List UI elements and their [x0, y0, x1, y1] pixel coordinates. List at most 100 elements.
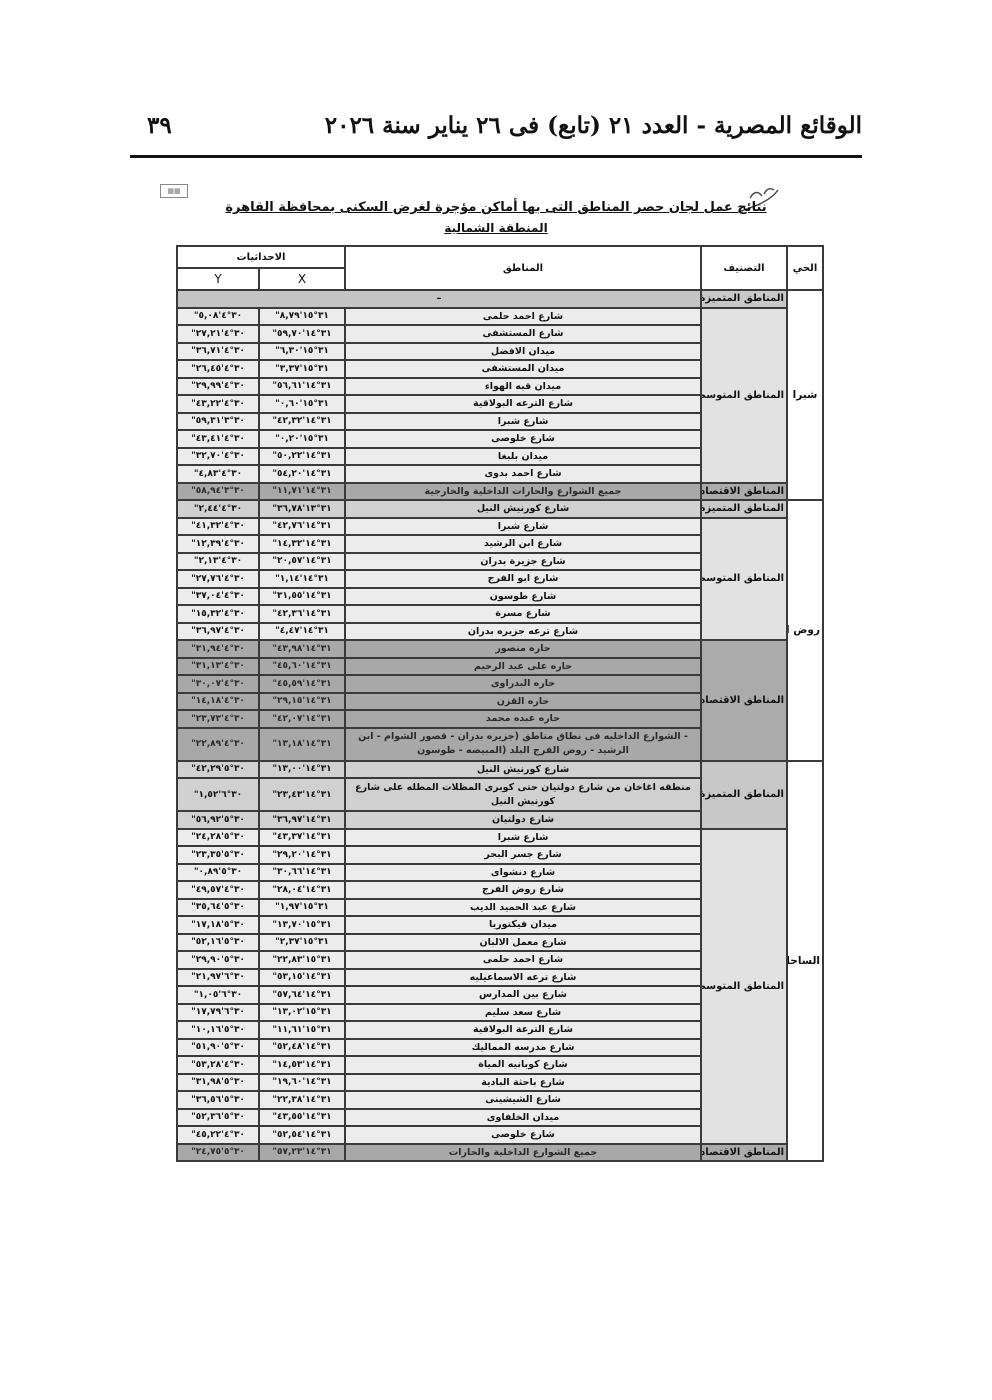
y-coordinate-cell: ٣٠°٦'١٧,٧٩" — [176, 1002, 260, 1022]
y-coordinate-cell: ٣٠°٤'٣٦,٩٧" — [176, 621, 260, 641]
area-name-cell: شارع جزيرة بدران — [344, 551, 702, 571]
y-coordinate-cell: ٣٠°٥'٣٥,٦٤" — [176, 897, 260, 917]
area-name-cell: شارع روض الفرج — [344, 880, 702, 900]
header-y: Y — [176, 267, 260, 291]
header-x: X — [258, 267, 346, 291]
table-row: شارع الشيشينى ٣١°١٤'٢٢,٣٨" ٣٠°٥'٣٦,٥٦" — [176, 1090, 823, 1110]
x-coordinate-cell: ٣١°١٤'٤٥,٦٠" — [258, 656, 346, 676]
classification-cell: المناطق المتوسطة — [700, 827, 788, 1145]
y-coordinate-cell: ٣٠°٤'١٢,٣٩" — [176, 534, 260, 554]
y-coordinate-cell: ٣٠°٤'٢٣,٧٣" — [176, 709, 260, 729]
y-coordinate-cell: ٣٠°٥'٥٢,٣٦" — [176, 1107, 260, 1127]
signature-icon — [737, 187, 779, 213]
x-coordinate-cell: ٣١°١٤'٤٣,٣٧" — [258, 827, 346, 847]
y-coordinate-cell: ٣٠°٤'٢,٤٤" — [176, 499, 260, 519]
area-name-cell: جميع الشوارع الداخلية والحارات — [344, 1142, 702, 1162]
y-coordinate-cell: ٣٠°٤'٣٢,٧٠" — [176, 446, 260, 466]
table-row: شارع كوبانيه المياة ٣١°١٤'١٤,٥٣" ٣٠°٤'٥٣,٢… — [176, 1055, 823, 1075]
y-coordinate-cell: ٣٠°٥'٣٦,٥٦" — [176, 1090, 260, 1110]
area-name-cell: شارع احمد بدوى — [344, 464, 702, 484]
y-coordinate-cell: ٣٠°٥'٣١,٩٨" — [176, 1072, 260, 1092]
area-name-cell: شارع طوسون — [344, 586, 702, 606]
x-coordinate-cell: ٣١°١٤'٢٢,٣٨" — [258, 1090, 346, 1110]
x-coordinate-cell: ٣١°١٥'٣,٣٧" — [258, 359, 346, 379]
y-coordinate-cell: ٣٠°٤'١٥,٣٢" — [176, 604, 260, 624]
area-name-cell: ميدان فيكتوريا — [344, 915, 702, 935]
x-coordinate-cell: ٣١°١٤'٥٦,٦١" — [258, 376, 346, 396]
area-name-cell: شارع كورنيش النيل — [344, 499, 702, 519]
area-name-cell: جميع الشوارع والحارات الداخلية والخارجية — [344, 481, 702, 501]
area-name-cell: منطقه اغاخان من شارع دولتيان حتى كوبرى ا… — [344, 777, 702, 812]
classification-cell: المناطق المتميزة — [700, 499, 788, 519]
y-coordinate-cell: ٣٠°٤'٢٢,٨٩" — [176, 726, 260, 762]
table-row: - الشوارع الداخليه فى نطاق مناطق (جزيره … — [176, 726, 823, 762]
area-name-cell: شارع خلوصى — [344, 1125, 702, 1145]
area-name-cell: شارع الترعه البولاقية — [344, 394, 702, 414]
area-name-cell: شارع شبرا — [344, 411, 702, 431]
stamp-icon: ▦▦ — [160, 184, 188, 198]
areas-table: الحي التصنيف المناطق الاحداثيات X Y شبرا… — [176, 245, 824, 1162]
x-coordinate-cell: ٣١°١٤'٣١,٥٥" — [258, 586, 346, 606]
x-coordinate-cell: ٣١°١٤'٤٣,٥٥" — [258, 1107, 346, 1127]
table-row: شارع خلوصى ٣١°١٤'٥٢,٥٤" ٣٠°٤'٤٥,٢٢" — [176, 1125, 823, 1145]
area-name-cell: شارع ابن الرشيد — [344, 534, 702, 554]
y-coordinate-cell: ٣٠°٥'١٧,١٨" — [176, 915, 260, 935]
area-name-cell: شارع احمد حلمى — [344, 306, 702, 326]
x-coordinate-cell: ٣١°١٥'٢,٣٧" — [258, 932, 346, 952]
x-coordinate-cell: ٣١°١٤'٢٣,٤٣" — [258, 777, 346, 812]
header-areas: المناطق — [344, 245, 702, 291]
area-name-cell: شارع الترعة البولاقية — [344, 1020, 702, 1040]
y-coordinate-cell: ٣٠°٤'٣٧,٠٤" — [176, 586, 260, 606]
y-coordinate-cell: ٣٠°٤'٤٩,٥٧" — [176, 880, 260, 900]
y-coordinate-cell: ٣٠°٤'٢٩,٩٩" — [176, 376, 260, 396]
y-coordinate-cell: ٣٠°٥'١٠,١٦" — [176, 1020, 260, 1040]
area-name-cell: شارع ابو الفرج — [344, 569, 702, 589]
table-row: شارع مسرة ٣١°١٤'٤٢,٣٦" ٣٠°٤'١٥,٣٢" — [176, 604, 823, 624]
y-coordinate-cell: ٣٠°٦'١,٠٥" — [176, 985, 260, 1005]
area-name-cell: شارع دولتيان — [344, 810, 702, 830]
area-name-cell: ميدان المستشفى — [344, 359, 702, 379]
table-row: شارع دنشواى ٣١°١٤'٣٠,٦٦" ٣٠°٥'٠,٨٩" — [176, 862, 823, 882]
area-name-cell: شارع سعد سليم — [344, 1002, 702, 1022]
area-name-cell: شارع احمد حلمى — [344, 950, 702, 970]
classification-cell: المناطق الاقتصادية — [700, 639, 788, 762]
classification-cell: المناطق المتوسطة — [700, 516, 788, 641]
x-coordinate-cell: ٣١°١٤'١٣,١٨" — [258, 726, 346, 762]
table-row: شارع مدرسه المماليك ٣١°١٤'٥٢,٤٨" ٣٠°٥'٥١,٩… — [176, 1037, 823, 1057]
area-name-cell: شارع معمل الالبان — [344, 932, 702, 952]
y-coordinate-cell: ٣٠°٣'٥٩,٣١" — [176, 411, 260, 431]
table-row: شارع روض الفرج ٣١°١٤'٢٨,٠٤" ٣٠°٤'٤٩,٥٧" — [176, 880, 823, 900]
page-number: ٣٩ — [147, 112, 172, 139]
y-coordinate-cell: ٣٠°٤'٢,١٣" — [176, 551, 260, 571]
table-row: شارع بين المدارس ٣١°١٤'٥٧,٦٤" ٣٠°٦'١,٠٥" — [176, 985, 823, 1005]
y-coordinate-cell: ٣٠°٤'٣١,٩٤" — [176, 639, 260, 659]
document-title: نتائج عمل لجان حصر المناطق التى بها أماك… — [225, 200, 767, 215]
y-coordinate-cell: ٣٠°٥'٥١,٩٠" — [176, 1037, 260, 1057]
table-row: المناطق الاقتصاديةجميع الشوارع الداخلية … — [176, 1142, 823, 1162]
district-cell: روض الفرج — [786, 499, 824, 762]
x-coordinate-cell: ٣١°١٤'٣٠,٦٦" — [258, 862, 346, 882]
x-coordinate-cell: ٣١°١٤'٥٢,٥٤" — [258, 1125, 346, 1145]
x-coordinate-cell: ٣١°١٤'٤٥,٥٩" — [258, 674, 346, 694]
x-coordinate-cell: ٣١°١٤'١٩,٦٠" — [258, 1072, 346, 1092]
table-row: شارع سعد سليم ٣١°١٥'١٣,٠٢" ٣٠°٦'١٧,٧٩" — [176, 1002, 823, 1022]
area-name-cell: حاره على عبد الرحيم — [344, 656, 702, 676]
table-row: شارع باحثة البادية ٣١°١٤'١٩,٦٠" ٣٠°٥'٣١,٩٨… — [176, 1072, 823, 1092]
y-coordinate-cell: ٣٠°٤'٣١,١٣" — [176, 656, 260, 676]
table-row: شارع جزيرة بدران ٣١°١٤'٢٠,٥٧" ٣٠°٤'٢,١٣" — [176, 551, 823, 571]
area-name-cell: ميدان قبه الهواء — [344, 376, 702, 396]
x-coordinate-cell: ٣١°١٤'٢٩,١٥" — [258, 691, 346, 711]
page-header-publication: الوقائع المصرية - العدد ٢١ (تابع) فى ٢٦ … — [324, 112, 862, 139]
area-name-cell: ميدان بلبغا — [344, 446, 702, 466]
area-name-cell: شارع كورنيش النيل — [344, 759, 702, 779]
table-row: شارع طوسون ٣١°١٤'٣١,٥٥" ٣٠°٤'٣٧,٠٤" — [176, 586, 823, 606]
y-coordinate-cell: ٣٠°٤'٤٣,٤١" — [176, 429, 260, 449]
table-row: شارع ابو الفرج ٣١°١٤'١,١٤" ٣٠°٤'٢٧,٧٦" — [176, 569, 823, 589]
x-coordinate-cell: ٣١°١٥'١٣,٠٢" — [258, 1002, 346, 1022]
document-subtitle: المنطقة الشمالية — [444, 221, 548, 235]
y-coordinate-cell: ٣٠°٥'٤٢,٢٩" — [176, 759, 260, 779]
classification-cell: المناطق المتوسطة — [700, 306, 788, 484]
empty-cell: – — [176, 289, 702, 309]
area-name-cell: شارع عبد الحميد الديب — [344, 897, 702, 917]
